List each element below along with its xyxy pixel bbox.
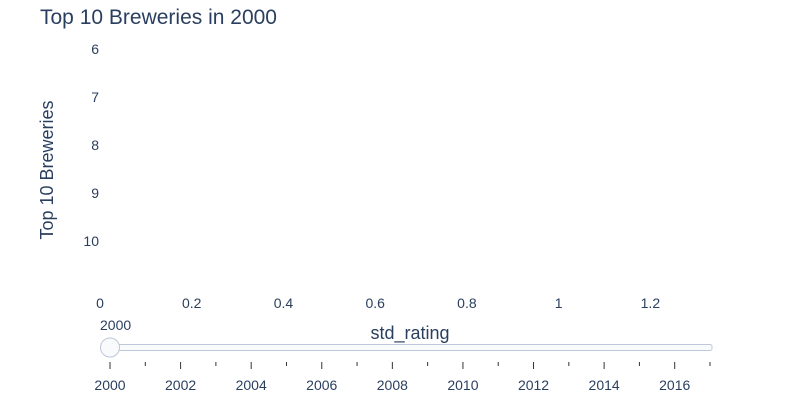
- slider-tick-label: 2016: [659, 377, 690, 393]
- x-tick-label: 0: [96, 295, 104, 311]
- x-tick-label: 0.4: [274, 295, 294, 311]
- slider-tick-label: 2008: [377, 377, 408, 393]
- y-axis-title: Top 10 Breweries: [37, 100, 57, 239]
- y-axis-ticks: 6 7 8 9 10: [83, 41, 99, 249]
- slider-rail[interactable]: [107, 344, 713, 351]
- slider-tick-label: 2012: [518, 377, 549, 393]
- x-tick-label: 0.2: [182, 295, 202, 311]
- x-axis-title: std_rating: [370, 323, 449, 344]
- y-tick-label: 7: [91, 89, 99, 105]
- slider-ticks: [109, 362, 711, 369]
- slider-tick-labels: 2000 2002 2004 2006 2008 2010 2012 2014 2016: [94, 377, 690, 393]
- chart-title: Top 10 Breweries in 2000: [40, 6, 277, 29]
- y-tick-label: 9: [91, 185, 99, 201]
- slider-tick-label: 2000: [94, 377, 125, 393]
- x-tick-label: 1: [555, 295, 563, 311]
- y-tick-label: 10: [83, 233, 99, 249]
- y-tick-label: 8: [91, 137, 99, 153]
- x-tick-label: 1.2: [641, 295, 661, 311]
- slider-tick-label: 2004: [236, 377, 267, 393]
- slider-tick-label: 2002: [165, 377, 196, 393]
- x-tick-label: 0.6: [365, 295, 385, 311]
- slider-tick-label: 2006: [306, 377, 337, 393]
- x-tick-label: 0.8: [457, 295, 477, 311]
- y-tick-label: 6: [91, 41, 99, 57]
- year-slider[interactable]: 2000 2000 2002 2004 2006 2008 2010 2012 2014 201…: [94, 317, 713, 393]
- slider-tick-label: 2014: [589, 377, 620, 393]
- slider-current-value: 2000: [100, 317, 131, 333]
- slider-tick-label: 2010: [447, 377, 478, 393]
- slider-handle[interactable]: [100, 337, 120, 358]
- x-axis-ticks: 0 0.2 0.4 0.6 0.8 1 1.2: [96, 295, 660, 311]
